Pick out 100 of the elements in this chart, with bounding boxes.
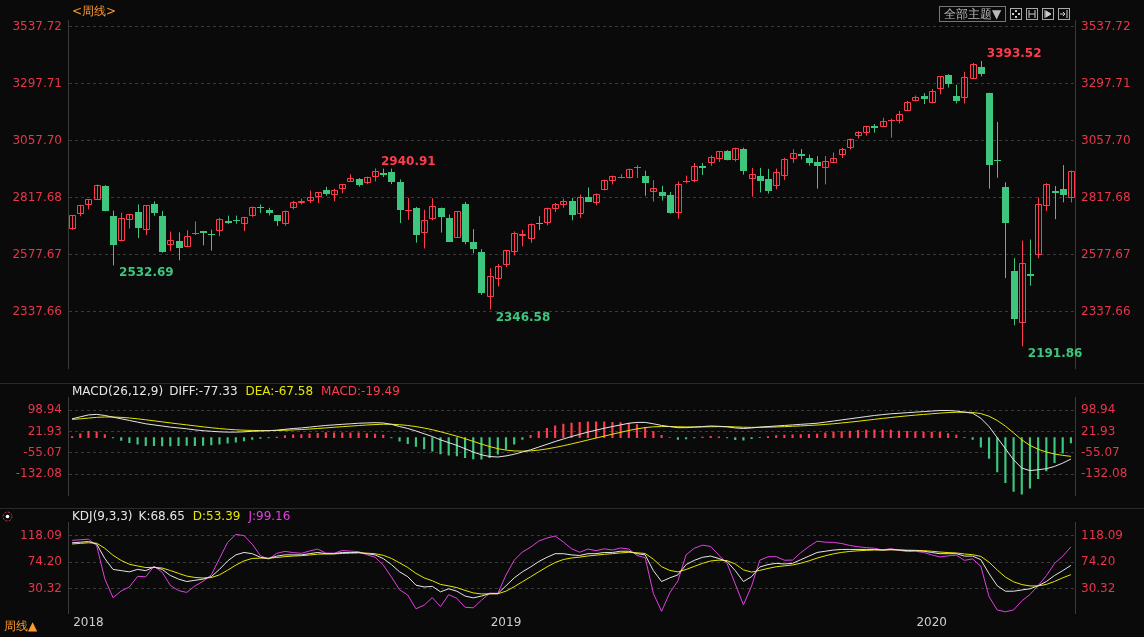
bar	[349, 432, 352, 438]
y-tick-label: 30.32	[27, 580, 62, 595]
candlestick	[1068, 170, 1075, 203]
chart-title: MACD(26,12,9)	[72, 384, 164, 399]
candlestick	[577, 194, 584, 219]
y-tick-label: 118.09	[20, 527, 62, 542]
candlestick	[847, 138, 854, 151]
candlestick	[421, 209, 428, 250]
candlestick	[937, 75, 944, 95]
bar	[226, 437, 229, 444]
text: 周线▲	[4, 618, 38, 635]
bar	[799, 434, 802, 438]
bar	[152, 437, 156, 446]
candlestick	[470, 228, 477, 254]
bar	[431, 437, 434, 452]
text: 3393.52	[986, 46, 1042, 61]
bar	[554, 425, 557, 438]
bar	[300, 434, 303, 438]
text: K:68.65	[138, 509, 185, 524]
candlestick	[740, 147, 747, 176]
candlestick	[536, 215, 543, 231]
bar	[930, 431, 933, 438]
candlestick	[528, 223, 535, 244]
bar	[406, 437, 409, 445]
candlestick	[184, 229, 191, 248]
candlestick	[569, 197, 576, 221]
candlestick	[961, 71, 968, 105]
bar	[414, 437, 418, 447]
bar	[914, 431, 917, 438]
chart-title: <周线>	[72, 4, 117, 19]
y2-tick-label: 98.94	[1081, 402, 1116, 417]
candlestick	[167, 231, 174, 252]
bar	[562, 423, 565, 438]
candlestick	[208, 229, 215, 252]
bar	[210, 437, 213, 446]
bar	[120, 437, 123, 441]
bar	[423, 437, 426, 450]
bar	[971, 437, 974, 440]
bar	[324, 432, 327, 438]
bar	[496, 437, 499, 455]
bar	[316, 432, 319, 438]
y-tick-label: 2577.67	[12, 246, 62, 261]
bar	[144, 437, 147, 446]
candlestick	[143, 204, 150, 236]
bar	[103, 434, 106, 438]
bar	[832, 431, 835, 438]
bar	[1061, 437, 1064, 454]
y-tick-label: -55.07	[23, 445, 62, 460]
candlestick	[953, 84, 960, 104]
bar	[856, 430, 860, 438]
candlestick	[650, 179, 657, 203]
text: DIFF:-77.33	[169, 384, 238, 399]
bar	[218, 437, 221, 445]
bar	[840, 431, 843, 438]
text: 2191.86	[1027, 346, 1083, 361]
bar	[938, 432, 941, 438]
bar	[202, 437, 205, 446]
y-tick-label: 98.94	[27, 402, 62, 417]
bar	[947, 433, 950, 438]
y-tick-label: 74.20	[27, 554, 62, 569]
bar	[906, 430, 909, 438]
candlestick	[749, 167, 756, 198]
bar	[95, 431, 98, 438]
bar	[308, 433, 311, 438]
bar	[161, 437, 164, 447]
bar	[513, 437, 516, 445]
text: DEA:-67.58	[245, 384, 314, 399]
series-label: J:99.16	[247, 509, 291, 524]
candlestick	[429, 197, 436, 221]
bar	[1012, 437, 1015, 492]
y2-tick-label: -55.07	[1081, 445, 1120, 460]
x-tick-label: 2018	[73, 615, 104, 630]
candlestick	[691, 162, 698, 183]
bar	[87, 430, 90, 438]
bar	[775, 435, 778, 438]
x-tick-label: 2020	[916, 615, 947, 630]
text: MACD:-19.49	[321, 384, 400, 399]
candlestick	[675, 181, 682, 220]
y-tick-label: 3297.71	[12, 75, 62, 90]
text: 2532.69	[119, 265, 174, 280]
bar	[987, 437, 991, 459]
candlestick	[446, 214, 453, 243]
y2-tick-label: 3057.70	[1081, 132, 1131, 147]
bar	[570, 422, 573, 438]
annotation: 全部主题▼	[939, 6, 1007, 22]
candlestick	[405, 197, 412, 221]
bar	[652, 431, 655, 438]
bar	[177, 437, 180, 446]
bar	[529, 435, 532, 438]
candlestick	[192, 220, 199, 236]
y-tick-label: 2817.68	[12, 189, 62, 204]
candlestick	[135, 203, 142, 239]
candlestick	[438, 207, 445, 234]
bar	[136, 437, 139, 445]
bar	[1053, 437, 1056, 463]
chart-title: KDJ(9,3,3)	[72, 509, 133, 524]
y2-tick-label: 21.93	[1081, 423, 1116, 438]
bar	[922, 431, 925, 438]
y2-tick-label: 2577.67	[1081, 246, 1131, 261]
y2-tick-label: 3537.72	[1081, 18, 1131, 33]
